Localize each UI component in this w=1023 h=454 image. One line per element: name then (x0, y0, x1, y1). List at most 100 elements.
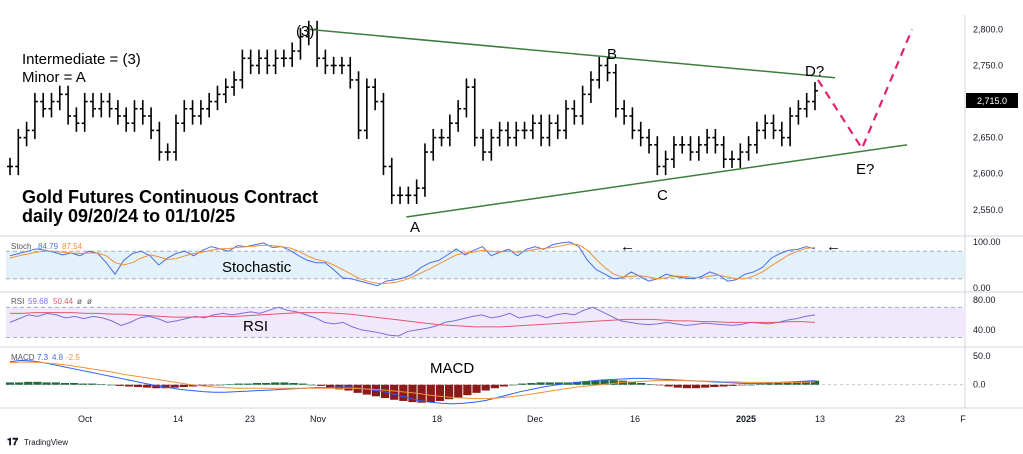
macd-histogram-bar (646, 384, 655, 385)
ohlc-bar (571, 100, 578, 125)
rsi-header-ma: 50.44 (53, 297, 74, 306)
macd-histogram-bar (719, 384, 728, 387)
stoch-line (9, 241, 816, 287)
macd-histogram-bar (152, 384, 161, 389)
ohlc-bar (596, 56, 603, 89)
macd-histogram-bar (51, 382, 60, 385)
ohlc-bar (679, 136, 686, 154)
macd-header-hist: -2.5 (66, 353, 80, 362)
macd-histogram-bar (655, 384, 664, 386)
ohlc-bar (347, 56, 354, 89)
price-tick-label: 2,750.0 (973, 60, 1003, 70)
macd-label: MACD (430, 360, 474, 377)
rsi-line (10, 312, 816, 328)
macd-histogram-bar (728, 384, 737, 386)
stoch-arrow-1: ← (620, 238, 635, 255)
macd-histogram-bar (463, 384, 472, 396)
macd-histogram-bar (133, 384, 143, 388)
ohlc-bar (471, 78, 478, 147)
macd-histogram-bar (326, 384, 335, 388)
stoch-tick-label: 0.00 (973, 283, 991, 293)
macd-histogram-bar (24, 381, 33, 385)
ohlc-bar (338, 56, 345, 75)
tradingview-logo[interactable]: 𝟏𝟕 TradingView (7, 437, 68, 448)
macd-histogram-bar (710, 384, 719, 388)
macd-histogram-bar (737, 384, 746, 386)
time-tick-label: 16 (630, 414, 640, 424)
rsi-header: RSI 59.68 50.44 ø ø (11, 297, 92, 306)
upper-trendline (308, 28, 836, 79)
stoch-line (9, 243, 816, 284)
macd-histogram-bar (106, 384, 115, 386)
ohlc-bar (513, 121, 520, 147)
macd-histogram-bar (627, 381, 637, 385)
macd-histogram-bar (701, 384, 710, 388)
ohlc-bar (388, 157, 395, 204)
ohlc-bar (355, 71, 362, 140)
ohlc-bar (15, 128, 22, 176)
ohlc-bar (695, 136, 702, 161)
ohlc-bar (231, 71, 238, 96)
wave-label-e: E? (856, 161, 874, 178)
macd-histogram-bar (380, 384, 390, 399)
ohlc-bar (330, 56, 337, 75)
last-price-label: 2,715.0 (977, 96, 1007, 106)
macd-histogram-bar (609, 380, 618, 385)
chart-title-line-2: daily 09/20/24 to 01/10/25 (22, 206, 235, 226)
ohlc-bar (164, 143, 171, 161)
macd-histogram-bar (481, 384, 490, 391)
ohlc-bar (214, 85, 221, 111)
macd-histogram-bar (399, 384, 408, 401)
ohlc-bar (546, 114, 553, 147)
macd-histogram-bar (170, 384, 179, 388)
macd-histogram-bar (97, 384, 106, 385)
ohlc-bar (629, 107, 636, 140)
ohlc-bar (720, 136, 727, 168)
time-tick-label: Oct (78, 414, 93, 424)
ohlc-bar (770, 114, 777, 140)
macd-histogram-bar (124, 384, 134, 387)
macd-histogram-bar (691, 384, 701, 389)
price-tick-label: 2,650.0 (973, 133, 1003, 143)
ohlc-bar (687, 136, 694, 161)
ohlc-bar (139, 100, 146, 125)
macd-histogram-bar (518, 383, 527, 385)
stoch-arrow-2: ← (826, 238, 841, 255)
ohlc-bar (297, 27, 304, 60)
ohlc-bar (322, 49, 329, 75)
price-tick-label: 2,600.0 (973, 169, 1003, 179)
ohlc-bar (670, 136, 677, 168)
macd-histogram-bar (637, 383, 646, 385)
macd-histogram-bar (298, 383, 307, 385)
ohlc-bar (612, 64, 619, 118)
ohlc-bar (421, 143, 428, 197)
ohlc-bar (7, 157, 13, 176)
time-tick-label: 18 (432, 414, 442, 424)
lower-trendline (406, 144, 908, 218)
stoch-header-d: 87.54 (62, 242, 83, 251)
macd-histogram-bar (527, 383, 536, 385)
ohlc-bar (98, 92, 105, 118)
stoch-band-fill (6, 251, 965, 279)
last-price-badge (966, 93, 1018, 108)
stochastic-label: Stochastic (222, 259, 292, 276)
rsi-tick-label: 40.00 (973, 325, 996, 335)
macd-histogram-bar (545, 382, 554, 385)
ohlc-bar (604, 56, 611, 82)
macd-histogram-bar (88, 383, 97, 385)
macd-histogram-bar (783, 382, 792, 385)
stoch-header: Stoch 84.79 87.54 (11, 242, 83, 251)
stoch-header-k: 84.79 (38, 242, 59, 251)
macd-header: MACD 7.3 4.8 -2.5 (11, 353, 80, 362)
ohlc-bar (712, 128, 719, 154)
ohlc-bar (504, 121, 511, 147)
macd-histogram-bar (582, 381, 591, 385)
ohlc-bar (621, 100, 628, 125)
price-tick-label: 2,550.0 (973, 205, 1003, 215)
ohlc-bar (106, 92, 113, 118)
ohlc-bar (89, 92, 96, 118)
macd-histogram-bar (5, 382, 15, 385)
macd-histogram-bar (490, 384, 499, 389)
ohlc-bar (430, 128, 437, 161)
